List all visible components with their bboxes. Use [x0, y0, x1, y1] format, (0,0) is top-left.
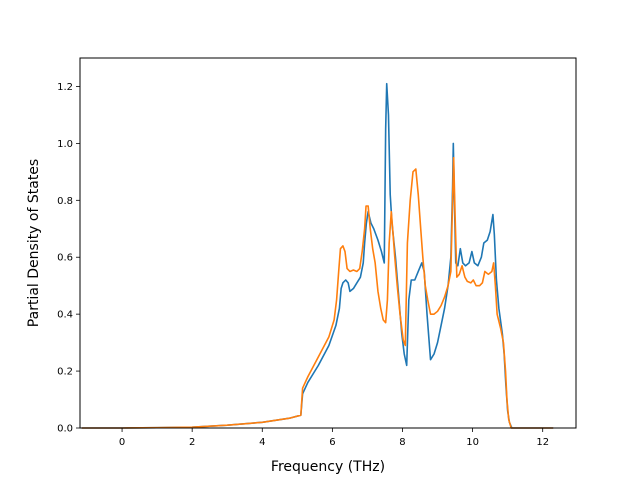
x-tick-label: 8 — [399, 437, 405, 448]
y-tick-label: 1.0 — [57, 139, 73, 150]
x-tick-label: 6 — [329, 437, 335, 448]
x-axis-title: Frequency (THz) — [271, 459, 385, 475]
x-tick-label: 12 — [536, 437, 549, 448]
plot-frame — [79, 57, 577, 429]
x-tick-label: 4 — [259, 437, 265, 448]
x-tick-label: 10 — [466, 437, 479, 448]
y-tick-label: 0.8 — [57, 196, 73, 207]
series-line-1 — [81, 82, 554, 429]
x-tick-label: 0 — [119, 437, 125, 448]
series-layer — [81, 82, 554, 429]
y-tick-label: 0.6 — [57, 253, 73, 264]
series-line-2 — [81, 156, 554, 429]
y-axis-title: Partial Density of States — [26, 159, 42, 327]
y-tick-label: 0.2 — [57, 367, 73, 378]
y-tick-label: 1.2 — [57, 82, 73, 93]
y-tick-label: 0.4 — [57, 310, 73, 321]
ticks-layer: 0 2 4 6 8 10 12 0.0 0.2 0.4 0.6 0.8 1.0 1.2 — [57, 82, 549, 448]
y-tick-label: 0.0 — [57, 424, 73, 435]
x-tick-label: 2 — [189, 437, 195, 448]
